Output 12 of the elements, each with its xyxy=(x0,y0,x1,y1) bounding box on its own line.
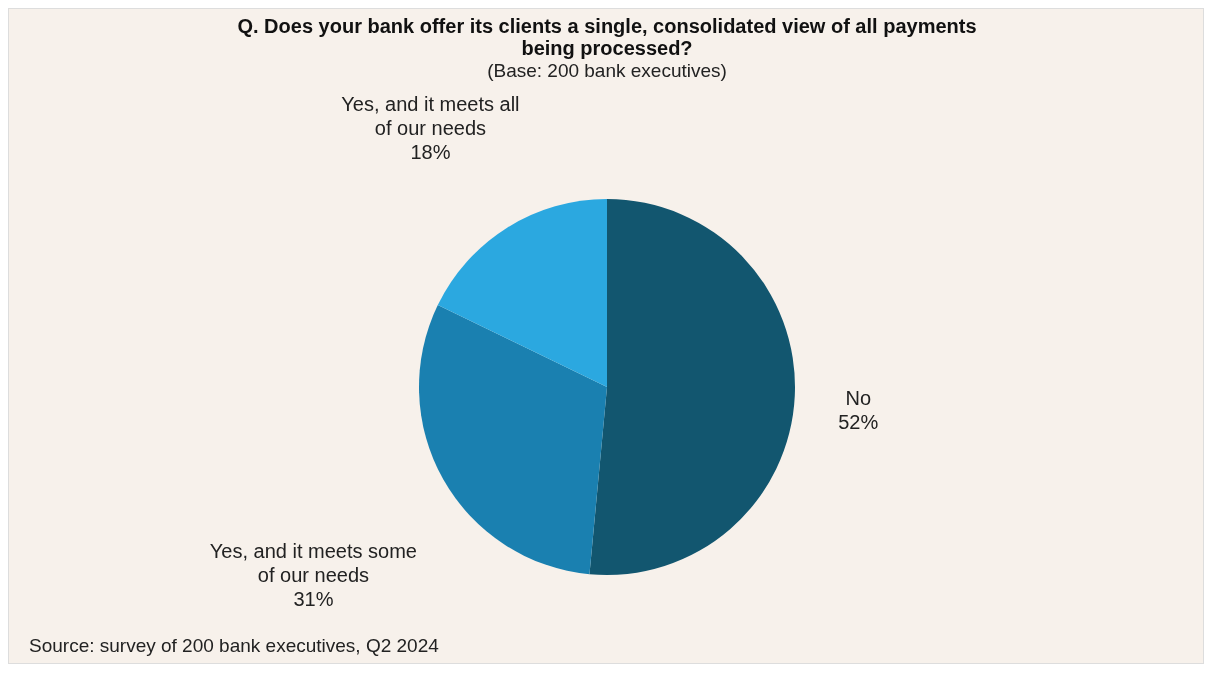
pie-slice xyxy=(437,199,607,387)
data-label: 52% xyxy=(838,410,879,433)
data-label: 18% xyxy=(410,141,451,164)
pie-slice xyxy=(589,199,795,575)
chart-title: Q. Does your bank offer its clients a single, consolidated view of all payments being processed? xyxy=(237,15,977,60)
pie-slice xyxy=(419,305,607,575)
data-label: 31% xyxy=(293,588,334,611)
source-note: Source: survey of 200 bank executives, Q2 2024 xyxy=(29,635,439,657)
slice-label: No xyxy=(845,386,872,409)
chart-subtitle: (Base: 200 bank executives) xyxy=(487,60,727,82)
slice-label: Yes, and it meets some of our needs xyxy=(209,540,417,587)
slice-label: Yes, and it meets all of our needs xyxy=(341,93,520,140)
